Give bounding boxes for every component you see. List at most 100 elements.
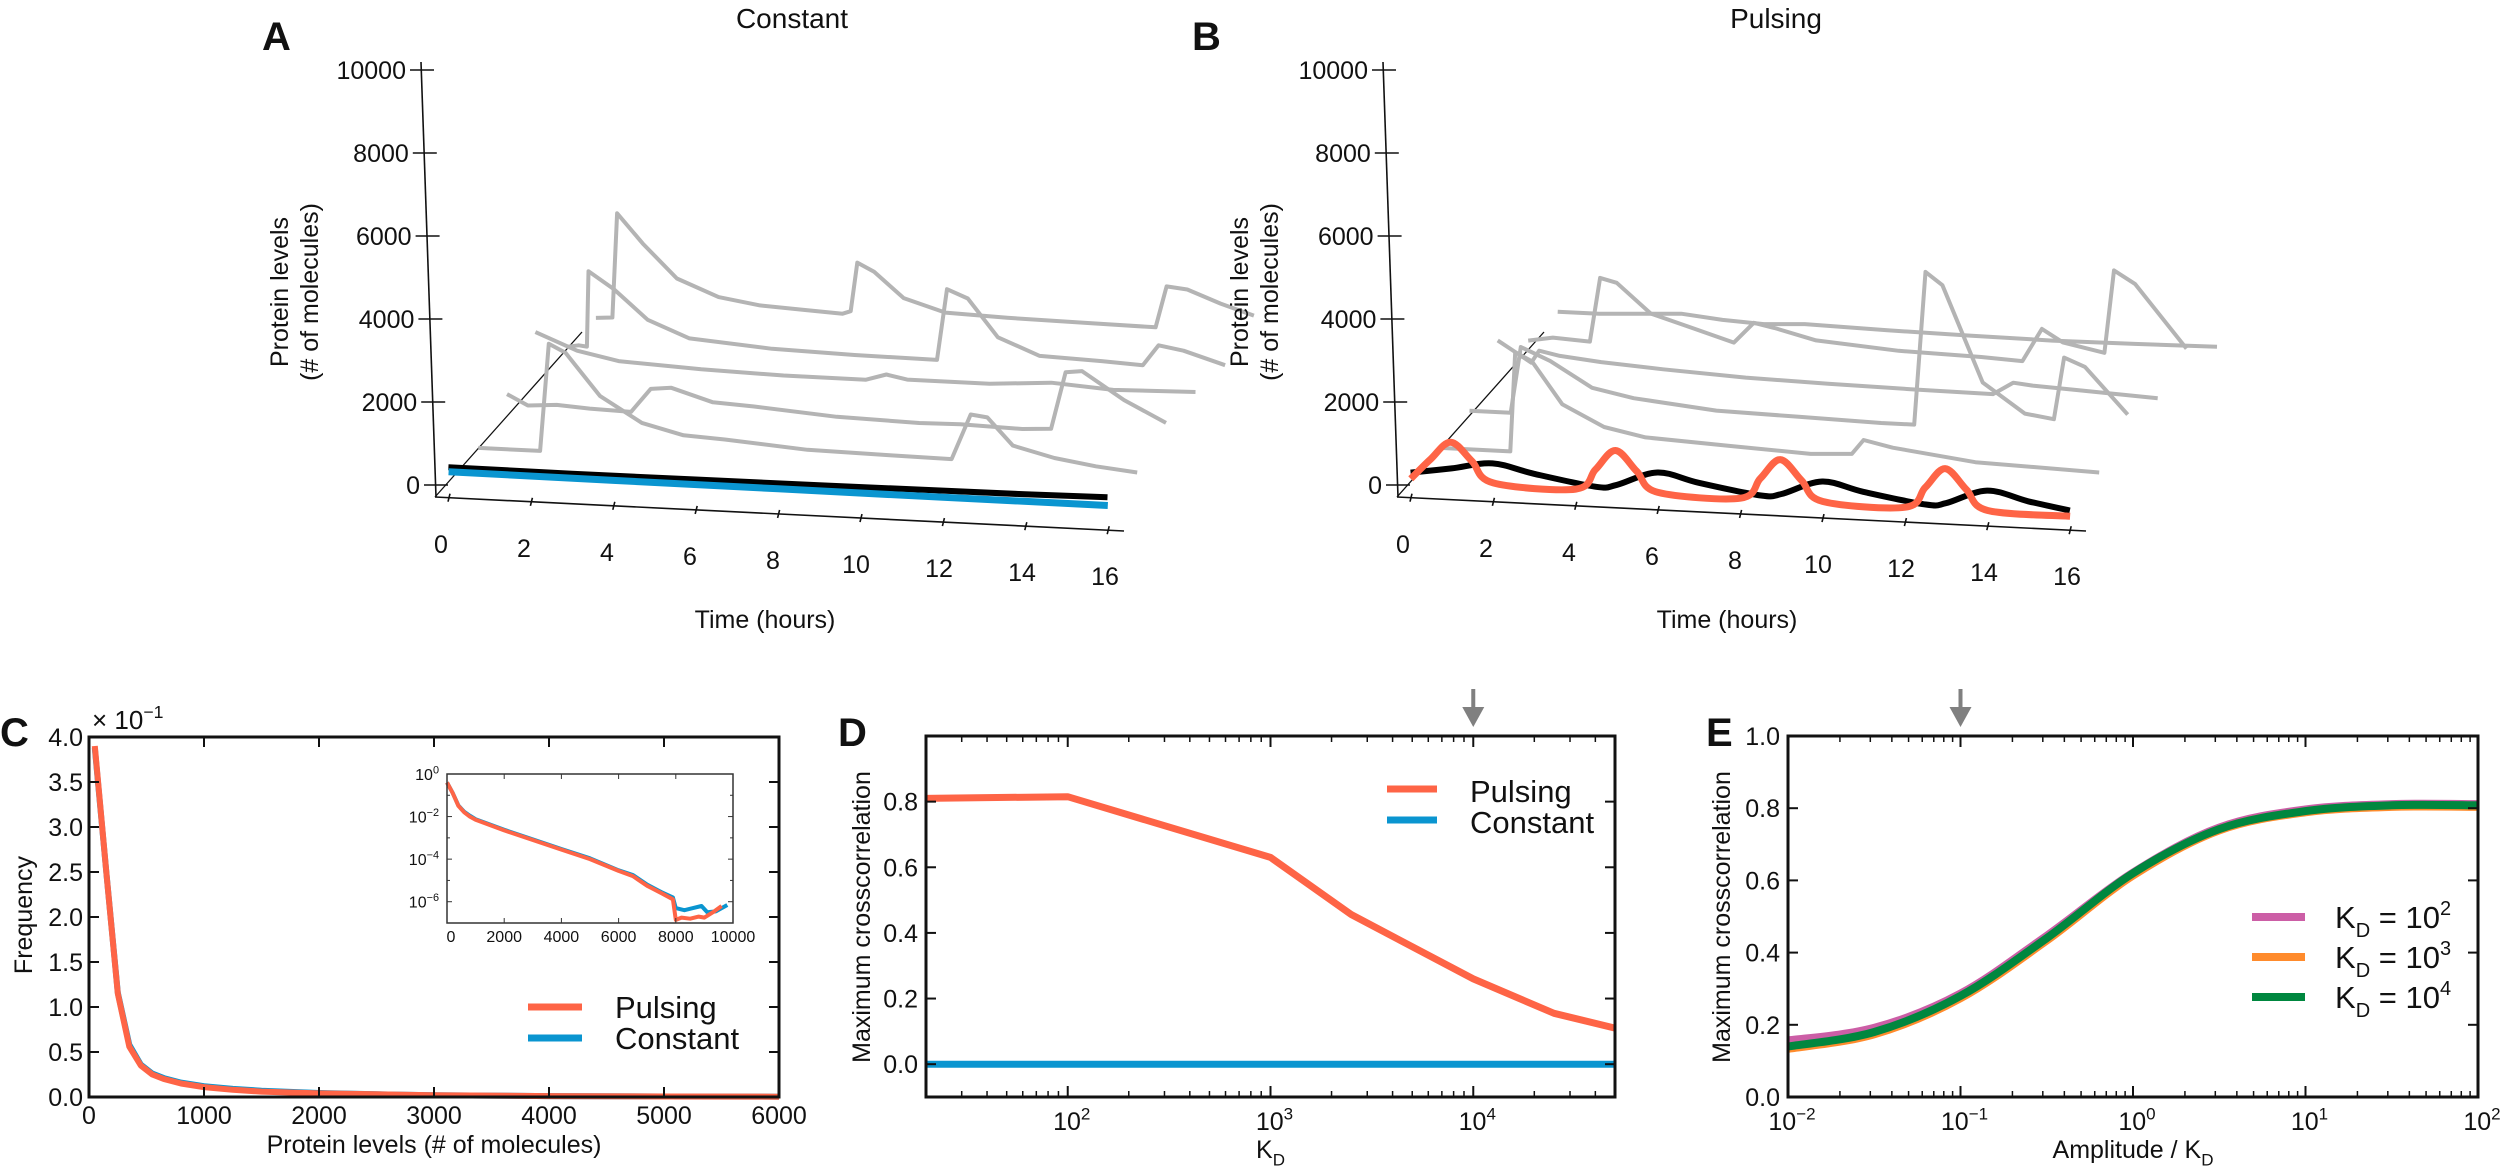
x-tick-label: 1000	[176, 1102, 232, 1130]
x-tick-label: 102	[1053, 1105, 1090, 1137]
legend-label-rest: = 10	[2370, 900, 2440, 935]
x-tick-label-base: 10	[2118, 1108, 2146, 1136]
legend-label-exponent: 4	[2440, 978, 2451, 1000]
legend-label: KD = 102	[2335, 898, 2451, 942]
x-tick-label: 100	[2118, 1105, 2155, 1137]
x-tick-label: 3000	[406, 1102, 462, 1130]
x-tick-label: 2	[1479, 535, 1493, 563]
x-tick-label-base: 10	[1256, 1108, 1284, 1136]
y-tick-label: 8000	[353, 140, 409, 168]
x-axis-label: Amplitude / KD	[2053, 1136, 2214, 1170]
y-tick-label: 0.4	[883, 920, 918, 948]
panel-label: A	[262, 15, 291, 59]
mean-response-line	[1410, 460, 2071, 514]
annotation-arrow-icon	[1949, 689, 1972, 727]
x-axis-label-subscript: D	[1273, 1151, 1285, 1170]
x-tick	[1024, 521, 1028, 531]
single-cell-trace	[1440, 350, 2100, 475]
x-tick-label: 6000	[751, 1102, 807, 1130]
x-tick-label: 5000	[636, 1102, 692, 1130]
series-line-3	[1787, 800, 2479, 1051]
y-axis	[1382, 61, 1399, 498]
inset-y-tick-label-base: 10	[409, 852, 427, 869]
y-tick-label: 0.0	[1745, 1084, 1780, 1112]
panel-a: A Constant 0 2000 4000 6000 8000 10000 0 2 4 6 8 10 12…	[262, 3, 1255, 634]
y-tick-label: 0.0	[883, 1051, 918, 1079]
x-tick-label: 10	[1804, 551, 1832, 579]
y-tick-label: 2000	[362, 389, 418, 417]
legend-label-main: K	[2335, 900, 2356, 935]
y-tick-label: 0.2	[883, 986, 918, 1014]
x-tick-label: 16	[1091, 563, 1119, 591]
x-tick	[529, 497, 534, 506]
legend-label-rest: = 10	[2370, 980, 2440, 1015]
x-axis-label: Time (hours)	[695, 606, 836, 634]
panel-label: B	[1192, 15, 1221, 59]
inset-y-tick-label: 10−4	[409, 849, 439, 869]
y-multiplier-label-exponent: −1	[143, 702, 163, 722]
inset-y-tick-label-base: 10	[409, 810, 427, 827]
inset-x-tick-label: 4000	[544, 929, 580, 946]
x-tick-label-exponent: 2	[1081, 1105, 1090, 1124]
x-tick	[1986, 521, 1990, 531]
y-tick-label: 0.5	[48, 1039, 83, 1067]
legend-label-subscript: D	[2356, 920, 2370, 942]
series-line-1	[925, 793, 1616, 1032]
inset-y-tick-label: 10−6	[409, 892, 439, 912]
x-tick-label: 12	[1887, 555, 1915, 583]
x-tick-label-base: 10	[2291, 1108, 2319, 1136]
y-tick-label: 4000	[1321, 306, 1377, 334]
panel-c: C × 10−10 1000 2000 3000 4000 5000 60000.00.51.…	[0, 702, 807, 1159]
y-tick-label: 8000	[1315, 140, 1371, 168]
x-tick-label: 12	[925, 555, 953, 583]
x-axis-label: Protein levels (# of molecules)	[267, 1131, 602, 1159]
inset-y-tick-label-exponent: −2	[427, 807, 439, 819]
inset-x-tick-label: 6000	[601, 929, 637, 946]
x-axis-label-main: K	[1256, 1136, 1273, 1164]
panel-e: E10−2 10−1 100 101 1020.00.20.40.60.81.0Ampl…	[1706, 689, 2500, 1170]
x-tick	[447, 493, 451, 502]
legend-label-main: K	[2335, 940, 2356, 975]
legend-label-rest: = 10	[2370, 940, 2440, 975]
x-tick-label: 101	[2291, 1105, 2328, 1137]
inset-frame	[446, 773, 734, 924]
single-cell-trace	[506, 369, 1167, 431]
x-tick-label: 4000	[521, 1102, 577, 1130]
single-cell-trace	[1469, 269, 2130, 427]
x-tick	[1656, 505, 1660, 515]
y-tick-label: 10000	[336, 57, 406, 85]
x-tick-label-exponent: 2	[2491, 1105, 2500, 1124]
y-tick-label: 3.5	[48, 769, 83, 797]
x-tick-label-exponent: −2	[1796, 1105, 1815, 1124]
panel-b: B Pulsing 0 2000 4000 6000 8000 10000 0 2 4 6 8 10 12 1…	[1192, 3, 2218, 634]
inset-y-tick-label: 100	[415, 764, 439, 784]
y-tick-label: 2.5	[48, 859, 83, 887]
x-tick-label-exponent: −1	[1969, 1105, 1988, 1124]
y-tick-label: 0.8	[1745, 795, 1780, 823]
x-tick	[1903, 517, 1908, 527]
single-cell-trace	[478, 341, 1138, 475]
x-tick-label: 4	[1562, 539, 1576, 567]
y-multiplier-label: × 10−1	[92, 702, 163, 735]
x-axis	[1396, 496, 2087, 532]
x-tick	[612, 501, 616, 511]
y-tick-label: 0.8	[883, 789, 918, 817]
y-tick-label: 0.4	[1745, 940, 1780, 968]
y-tick-label: 10000	[1298, 57, 1368, 85]
y-axis-label-units: (# of molecules)	[1256, 203, 1284, 381]
x-tick-label: 0	[1396, 531, 1410, 559]
x-tick-label: 10	[842, 551, 870, 579]
legend-label-subscript: D	[2356, 1000, 2370, 1022]
y-tick-label: 0.6	[883, 854, 918, 882]
x-tick-label: 4	[600, 539, 614, 567]
x-tick-label-exponent: 3	[1284, 1105, 1293, 1124]
legend-label-subscript: D	[2356, 960, 2370, 982]
y-axis-label: Protein levels	[266, 217, 294, 367]
y-tick-label: 0	[1368, 472, 1382, 500]
panel-title: Pulsing	[1730, 3, 1822, 34]
legend-label: Pulsing	[1470, 774, 1572, 809]
legend-label-exponent: 3	[2440, 938, 2451, 960]
